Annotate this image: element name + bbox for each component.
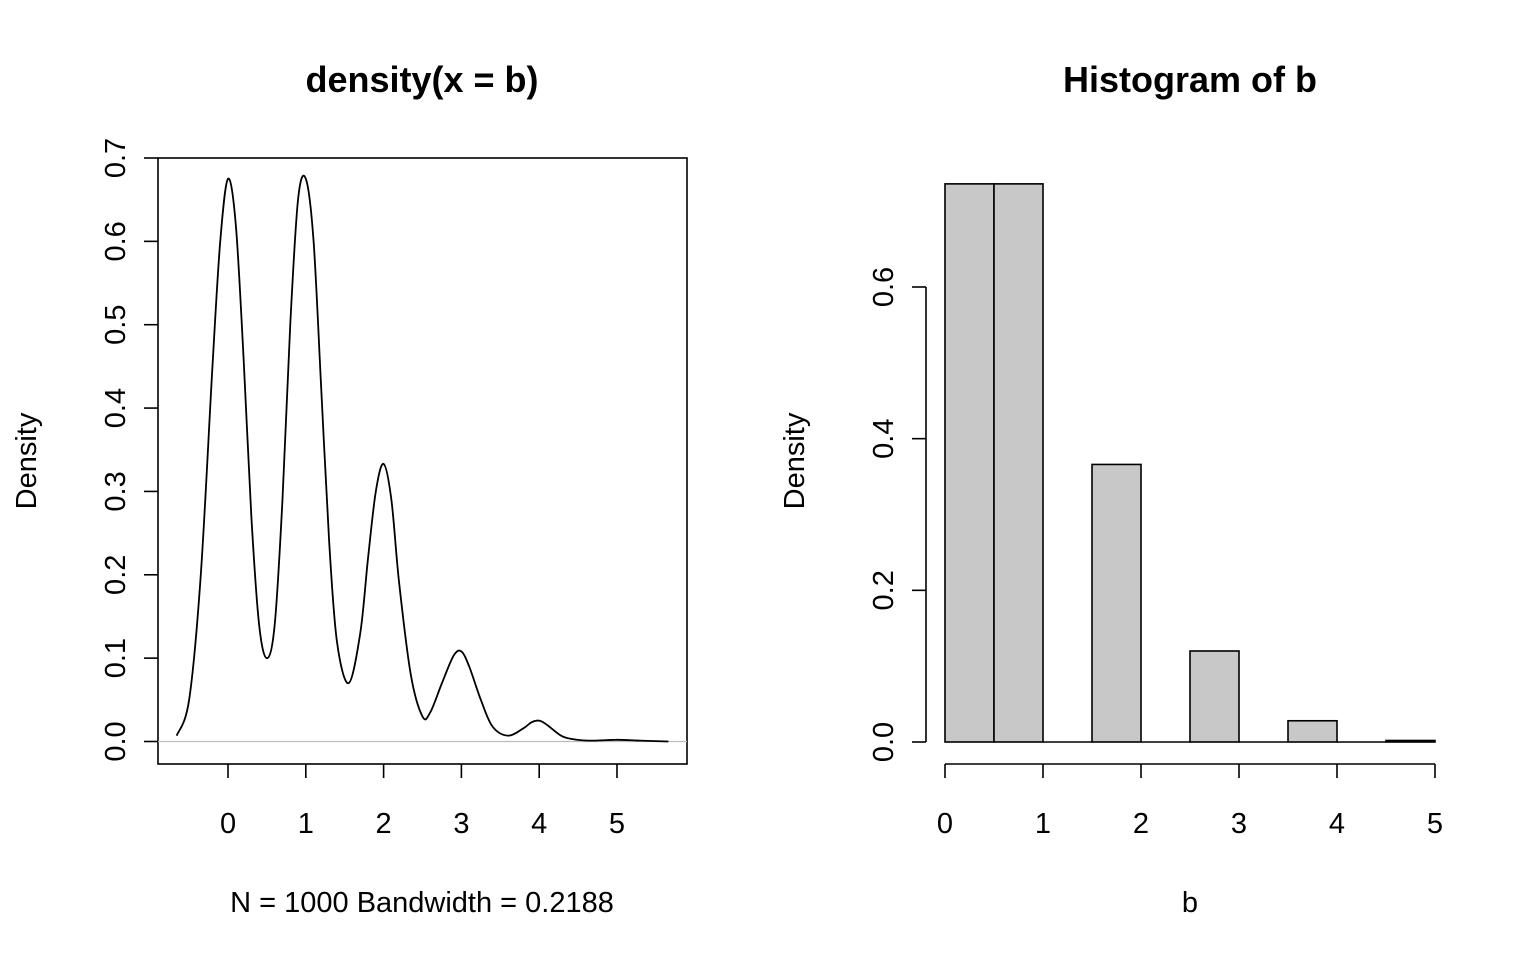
density-x-tick-label: 0 [220,808,236,840]
histogram-x-tick-label: 5 [1427,808,1443,840]
density-plot-box [157,157,688,765]
histogram-title: Histogram of b [1063,59,1317,100]
histogram-bar [993,183,1044,743]
density-marks [158,174,687,743]
histogram-y-label: Density [779,412,811,509]
density-y-tick-label: 0.4 [100,388,132,428]
histogram-bar [944,183,995,743]
histogram-y-tick-label: 0.6 [868,267,900,307]
density-curve [175,174,669,743]
histogram-panel: Histogram of b b Density 0 1 2 3 4 5 0.0 0.2 0.4… [779,59,1443,919]
histogram-bar [1189,650,1240,743]
density-x-tick-label: 3 [453,808,469,840]
density-x-label: N = 1000 Bandwidth = 0.2188 [230,887,614,919]
density-x-tick-label: 5 [609,808,625,840]
histogram-marks [944,183,1436,743]
density-y-tick-label: 0.7 [100,138,132,178]
density-y-tick-label: 0.5 [100,305,132,345]
histogram-y-tick-label: 0.2 [868,570,900,610]
histogram-x-tick-label: 0 [937,808,953,840]
histogram-x-tick-label: 3 [1231,808,1247,840]
density-title: density(x = b) [305,59,538,100]
histogram-axes: 0 1 2 3 4 5 0.0 0.2 0.4 0.6 [868,267,1443,840]
histogram-x-label: b [1182,887,1198,919]
density-axes: 0 1 2 3 4 5 0.0 0.1 0.2 0.3 0.4 0.5 0.6 0.7 [100,138,688,840]
histogram-x-tick-label: 4 [1329,808,1345,840]
density-y-label: Density [11,412,43,509]
density-y-tick-label: 0.0 [100,721,132,761]
histogram-y-tick-label: 0.4 [868,419,900,459]
density-x-tick-label: 4 [531,808,547,840]
histogram-bar [1287,719,1338,743]
histogram-bar [1385,739,1436,743]
histogram-bar [1091,463,1142,743]
histogram-x-tick-label: 1 [1035,808,1051,840]
density-x-tick-label: 1 [298,808,314,840]
histogram-y-tick-label: 0.0 [868,722,900,762]
density-panel: density(x = b) N = 1000 Bandwidth = 0.21… [11,59,688,919]
density-y-tick-label: 0.6 [100,221,132,261]
density-x-tick-label: 2 [376,808,392,840]
density-y-tick-label: 0.2 [100,555,132,595]
histogram-x-tick-label: 2 [1133,808,1149,840]
density-y-tick-label: 0.3 [100,471,132,511]
density-y-tick-label: 0.1 [100,638,132,678]
